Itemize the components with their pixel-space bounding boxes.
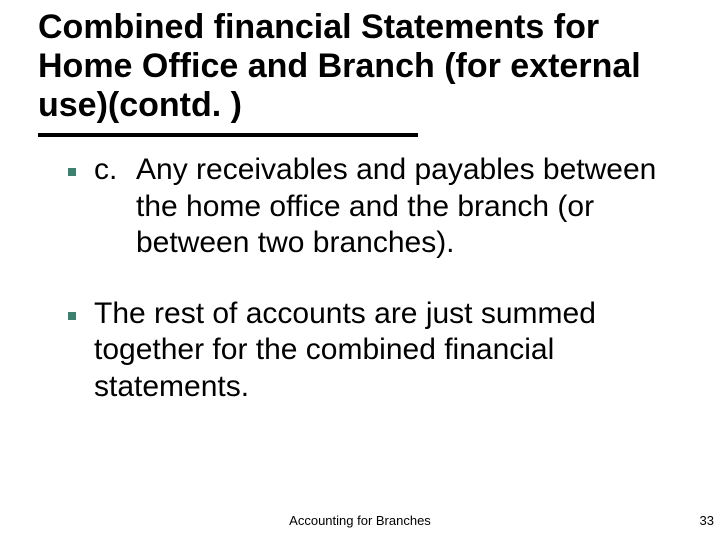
list-item: c. Any receivables and payables between …: [68, 152, 690, 262]
list-item-text: The rest of accounts are just summed tog…: [94, 296, 690, 406]
list-marker: c.: [94, 152, 126, 189]
page-number: 33: [700, 513, 714, 528]
slide-title: Combined financial Statements for Home O…: [38, 8, 700, 125]
slide-body: c. Any receivables and payables between …: [68, 152, 690, 440]
title-underline: [38, 133, 418, 137]
bullet-icon: [68, 168, 76, 176]
bullet-icon: [68, 312, 76, 320]
list-item: The rest of accounts are just summed tog…: [68, 296, 690, 406]
footer-text: Accounting for Branches: [0, 513, 720, 528]
list-item-text: Any receivables and payables between the…: [136, 152, 690, 262]
